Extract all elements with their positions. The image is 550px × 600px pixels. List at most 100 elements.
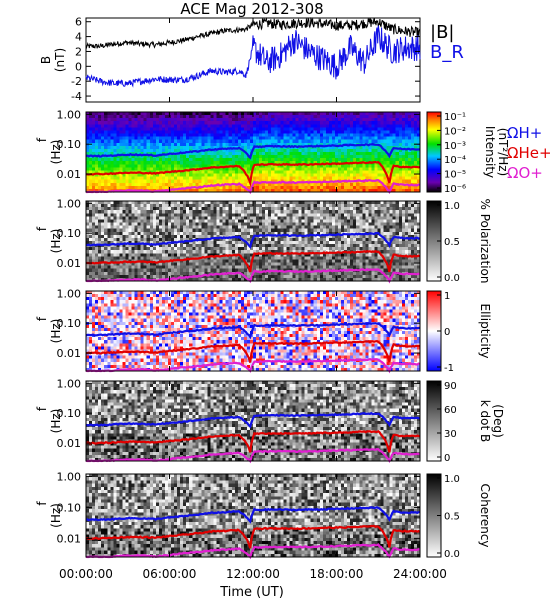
heatmap-cell (137, 136, 142, 141)
heatmap-cell (219, 155, 224, 159)
heatmap-cell (246, 167, 251, 171)
heatmap-cell (149, 250, 154, 254)
heatmap-cell (240, 234, 245, 239)
heatmap-cell (356, 124, 360, 128)
heatmap-cell (152, 112, 157, 116)
heatmap-cell (183, 118, 187, 122)
heatmap-cell (310, 173, 315, 178)
heatmap-cell (158, 121, 163, 125)
heatmap-cell (410, 133, 415, 138)
heatmap-cell (140, 182, 145, 187)
heatmap-cell (137, 256, 142, 260)
heatmap-cell (140, 176, 145, 181)
heatmap-cell (365, 124, 369, 128)
heatmap-cell (158, 247, 163, 251)
heatmap-cell (277, 247, 281, 251)
heatmap-cell (368, 247, 372, 251)
heatmap-cell (286, 121, 290, 125)
heatmap-cell (319, 133, 324, 138)
heatmap-cell (253, 118, 257, 122)
heatmap-cell (219, 228, 224, 233)
heatmap-cell (186, 207, 190, 211)
heatmap-cell (392, 139, 397, 144)
heatmap-cell (283, 256, 287, 260)
heatmap-cell (265, 127, 269, 131)
heatmap-cell (189, 158, 193, 162)
heatmap-cell (122, 185, 126, 190)
heatmap-cell (413, 219, 418, 223)
heatmap-cell (225, 176, 230, 181)
heatmap-cell (307, 244, 312, 248)
heatmap-cell (219, 222, 224, 227)
heatmap-cell (158, 228, 163, 233)
heatmap-cell (213, 244, 217, 248)
heatmap-cell (164, 118, 169, 122)
heatmap-cell (319, 170, 324, 174)
heatmap-cell (89, 133, 93, 138)
heatmap-cell (240, 188, 245, 193)
heatmap-cell (341, 176, 345, 181)
heatmap-cell (328, 158, 333, 162)
heatmap-cell (316, 161, 321, 165)
heatmap-cell (298, 216, 302, 220)
heatmap-cell (413, 139, 418, 144)
heatmap-cell (177, 244, 181, 248)
heatmap-cell (177, 216, 181, 220)
heatmap-cell (386, 130, 391, 134)
heatmap-cell (371, 216, 375, 220)
heatmap-cell (368, 176, 372, 181)
heatmap-cell (161, 247, 166, 251)
heatmap-cell (368, 121, 372, 125)
heatmap-cell (319, 167, 324, 171)
heatmap-cell (152, 148, 157, 153)
heatmap-cell (359, 256, 363, 260)
heatmap-cell (316, 142, 321, 147)
heatmap-cell (201, 247, 205, 251)
heatmap-cell (325, 152, 330, 156)
heatmap-cell (416, 210, 421, 214)
heatmap-cell (362, 148, 366, 153)
heatmap-cell (143, 225, 148, 230)
heatmap-cell (234, 170, 239, 174)
heatmap-cell (222, 201, 227, 205)
heatmap-cell (289, 219, 293, 223)
heatmap-cell (356, 176, 360, 181)
heatmap-cell (234, 185, 239, 190)
heatmap-cell (86, 228, 90, 233)
heatmap-cell (180, 179, 184, 184)
heatmap-cell (413, 247, 418, 251)
heatmap-cell (259, 237, 263, 242)
heatmap-cell (231, 213, 236, 217)
heatmap-cell (398, 118, 403, 122)
heatmap-cell (365, 176, 369, 181)
heatmap-cell (301, 216, 306, 220)
heatmap-cell (222, 142, 227, 147)
heatmap-cell (368, 185, 372, 190)
heatmap-cell (277, 158, 281, 162)
heatmap-cell (143, 219, 148, 223)
heatmap-cell (167, 228, 172, 233)
heatmap-cell (167, 145, 172, 150)
heatmap-cell (216, 185, 220, 190)
heatmap-cell (128, 136, 132, 141)
heatmap-cell (122, 210, 126, 214)
heatmap-cell (386, 148, 391, 153)
heatmap-cell (228, 231, 233, 236)
heatmap-cell (122, 228, 126, 233)
heatmap-cell (180, 145, 184, 150)
heatmap-cell (89, 139, 93, 144)
heatmap-cell (407, 237, 412, 242)
heatmap-cell (149, 244, 154, 248)
heatmap-cell (253, 231, 257, 236)
heatmap-cell (164, 244, 169, 248)
heatmap-cell (204, 225, 208, 230)
heatmap-cell (310, 161, 315, 165)
heatmap-cell (198, 118, 202, 122)
heatmap-cell (125, 216, 129, 220)
heatmap-cell (298, 173, 302, 178)
heatmap-cell (195, 250, 199, 254)
heatmap-cell (395, 127, 400, 131)
heatmap-cell (143, 237, 148, 242)
heatmap-cell (189, 133, 193, 138)
heatmap-cell (192, 201, 196, 205)
